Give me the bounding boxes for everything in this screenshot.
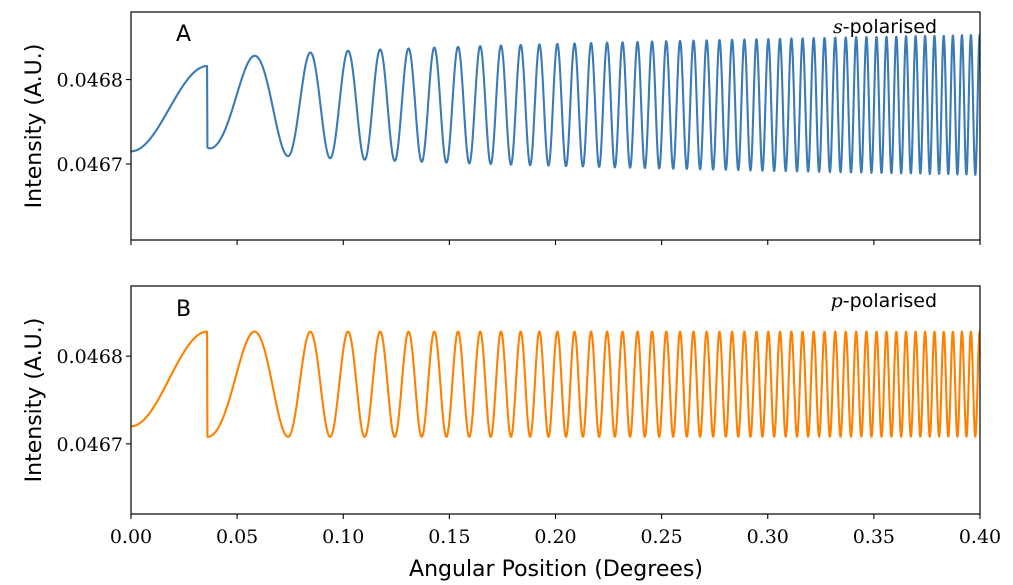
x-tick-label: 0.05 (216, 526, 258, 548)
x-tick-label: 0.40 (959, 526, 1001, 548)
x-tick-label: 0.35 (853, 526, 895, 548)
x-tick-label: 0.20 (534, 526, 576, 548)
panel-b-y-ticks: 0.0467 0.0468 (57, 346, 131, 456)
x-tick-label: 0.15 (428, 526, 470, 548)
panel-a-annotation: s-polarised (833, 16, 937, 38)
panel-a-label: A (176, 22, 191, 47)
panel-a-y-ticks: 0.0467 0.0468 (57, 70, 131, 176)
panel-b: 0.00 0.05 0.10 0.15 0.20 0.25 0.30 0.35 0.40 0.0… (22, 285, 1001, 582)
y-tick-label: 0.0468 (57, 346, 123, 368)
x-tick-label: 0.10 (322, 526, 364, 548)
panel-a-ylabel: Intensity (A.U.) (22, 44, 47, 209)
panel-a: 0.0467 0.0468 A s-polarised Intensity (A.… (22, 11, 981, 245)
panel-b-annotation: p-polarised (831, 290, 937, 312)
y-tick-label: 0.0467 (57, 434, 123, 456)
x-tick-label: 0.00 (110, 526, 152, 548)
x-tick-label: 0.30 (747, 526, 789, 548)
y-tick-label: 0.0468 (57, 70, 123, 92)
panel-b-intensity-line (131, 330, 980, 438)
x-tick-label: 0.25 (640, 526, 682, 548)
panel-b-ylabel: Intensity (A.U.) (22, 318, 47, 483)
panel-b-x-ticks: 0.00 0.05 0.10 0.15 0.20 0.25 0.30 0.35 0.40 (110, 514, 1001, 548)
panel-a-intensity-line (131, 33, 980, 176)
panel-a-x-ticks (130, 240, 981, 245)
y-tick-label: 0.0467 (57, 154, 123, 176)
panel-b-label: B (176, 297, 191, 322)
x-axis-label: Angular Position (Degrees) (409, 557, 703, 582)
